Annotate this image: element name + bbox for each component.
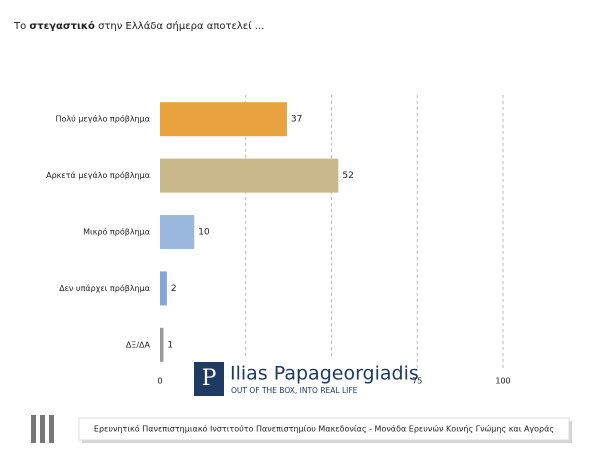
brand-mark [31,415,54,443]
bar [160,102,287,137]
y-tick-label: ΔΞ/ΔΑ [126,340,151,349]
logo-tagline: OUT OF THE BOX, INTO REAL LIFE [231,386,358,395]
bar [160,158,339,193]
brand-bar [31,415,36,443]
bar [160,271,167,306]
title-text: στην Ελλάδα σήμερα αποτελεί ... [98,20,264,32]
brand-bar [49,415,54,443]
footer-text: Ερευνητικό Πανεπιστημιακό Ινστιτούτο Παν… [94,424,554,434]
logo-icon-letter: P [202,366,217,391]
footer-box [78,417,570,441]
x-tick-label: 0 [157,377,162,386]
brand-bar [40,415,45,443]
bar [160,215,195,249]
title-text: Το [13,21,26,32]
y-tick-label: Πολύ μεγάλο πρόβλημα [56,114,150,124]
chart-title: Το στεγαστικό στην Ελλάδα σήμερα αποτελε… [13,20,264,32]
value-label: 52 [342,171,353,181]
value-label: 2 [171,284,177,294]
value-label: 10 [198,228,210,238]
bar [160,327,164,362]
logo-name: Ilias Papageorgiadis [230,363,419,385]
logo-icon [194,362,224,396]
value-label: 1 [167,340,173,350]
logo: P Ilias Papageorgiadis OUT OF THE BOX, I… [190,359,419,399]
x-tick-label: 75 [412,377,422,386]
title-bold: στεγαστικό [29,20,95,32]
y-tick-label: Δεν υπάρχει πρόβλημα [59,283,150,293]
y-tick-label: Αρκετά μεγάλο πρόβλημα [46,170,150,180]
value-label: 37 [291,115,302,125]
x-tick-label: 100 [495,377,510,386]
y-tick-label: Μικρό πρόβλημα [83,227,150,237]
logo-box [190,359,412,399]
